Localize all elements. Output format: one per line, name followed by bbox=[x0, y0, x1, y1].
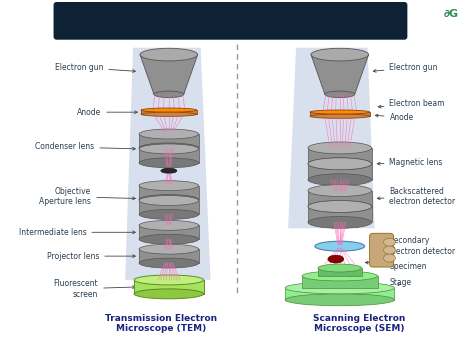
Text: Stage: Stage bbox=[390, 279, 411, 287]
Text: Electron beam: Electron beam bbox=[378, 99, 445, 108]
Polygon shape bbox=[141, 110, 197, 114]
Ellipse shape bbox=[315, 241, 365, 251]
Polygon shape bbox=[125, 48, 210, 280]
Ellipse shape bbox=[139, 143, 199, 153]
Ellipse shape bbox=[308, 158, 372, 170]
Text: Scanning Electron
Microscope (SEM): Scanning Electron Microscope (SEM) bbox=[313, 314, 406, 333]
Ellipse shape bbox=[328, 255, 344, 263]
Ellipse shape bbox=[311, 48, 369, 61]
Text: Magnetic lens: Magnetic lens bbox=[377, 158, 443, 167]
Ellipse shape bbox=[308, 185, 372, 197]
Ellipse shape bbox=[139, 181, 199, 191]
Polygon shape bbox=[139, 134, 199, 148]
Text: Anode: Anode bbox=[375, 113, 414, 122]
Polygon shape bbox=[302, 276, 378, 288]
Polygon shape bbox=[308, 191, 372, 207]
Ellipse shape bbox=[139, 220, 199, 230]
Polygon shape bbox=[288, 48, 374, 228]
Ellipse shape bbox=[383, 238, 395, 246]
Ellipse shape bbox=[285, 282, 394, 294]
Ellipse shape bbox=[154, 91, 184, 98]
Ellipse shape bbox=[141, 108, 197, 112]
Ellipse shape bbox=[139, 196, 199, 206]
Ellipse shape bbox=[139, 144, 199, 154]
Ellipse shape bbox=[308, 158, 372, 170]
Ellipse shape bbox=[134, 275, 204, 285]
Polygon shape bbox=[308, 148, 372, 164]
Text: Backscattered
electron detector: Backscattered electron detector bbox=[377, 187, 456, 206]
Polygon shape bbox=[285, 288, 394, 300]
Ellipse shape bbox=[285, 294, 394, 306]
Ellipse shape bbox=[161, 168, 177, 173]
Text: Electron gun: Electron gun bbox=[374, 63, 438, 72]
Ellipse shape bbox=[308, 174, 372, 186]
FancyBboxPatch shape bbox=[54, 2, 407, 40]
Ellipse shape bbox=[139, 195, 199, 204]
Ellipse shape bbox=[139, 129, 199, 139]
Ellipse shape bbox=[141, 112, 197, 116]
Text: Transmission Electron
Microscope (TEM): Transmission Electron Microscope (TEM) bbox=[105, 314, 217, 333]
Polygon shape bbox=[134, 280, 204, 294]
Text: Anode: Anode bbox=[77, 108, 137, 117]
Ellipse shape bbox=[383, 254, 395, 262]
FancyBboxPatch shape bbox=[370, 233, 393, 267]
Polygon shape bbox=[139, 200, 199, 214]
Polygon shape bbox=[308, 164, 372, 180]
Ellipse shape bbox=[140, 48, 198, 61]
Ellipse shape bbox=[383, 246, 395, 254]
Polygon shape bbox=[139, 225, 199, 239]
Polygon shape bbox=[308, 207, 372, 222]
Polygon shape bbox=[311, 55, 369, 94]
Text: ∂G: ∂G bbox=[444, 9, 459, 19]
Polygon shape bbox=[310, 112, 370, 116]
Text: Intermediate lens: Intermediate lens bbox=[18, 228, 135, 237]
Ellipse shape bbox=[139, 258, 199, 268]
Text: Projector lens: Projector lens bbox=[47, 251, 135, 261]
Ellipse shape bbox=[310, 114, 370, 118]
Polygon shape bbox=[139, 186, 199, 199]
Ellipse shape bbox=[308, 200, 372, 213]
Ellipse shape bbox=[318, 264, 362, 272]
Polygon shape bbox=[139, 149, 199, 163]
Ellipse shape bbox=[302, 271, 378, 281]
Ellipse shape bbox=[139, 234, 199, 244]
Polygon shape bbox=[139, 249, 199, 263]
Ellipse shape bbox=[139, 244, 199, 254]
Text: Condenser lens: Condenser lens bbox=[35, 142, 135, 151]
Text: Fluorescent
screen: Fluorescent screen bbox=[54, 279, 135, 298]
Text: Diagram of Electron Microscope: Diagram of Electron Microscope bbox=[110, 15, 350, 28]
Ellipse shape bbox=[139, 210, 199, 219]
Text: Electron gun: Electron gun bbox=[55, 63, 136, 72]
Ellipse shape bbox=[308, 200, 372, 213]
Polygon shape bbox=[140, 55, 198, 94]
Text: Specimen: Specimen bbox=[365, 261, 427, 270]
Ellipse shape bbox=[134, 289, 204, 299]
Ellipse shape bbox=[139, 158, 199, 168]
Ellipse shape bbox=[308, 216, 372, 228]
Ellipse shape bbox=[325, 91, 355, 98]
Text: Secondary
electron detector: Secondary electron detector bbox=[377, 237, 456, 256]
Polygon shape bbox=[318, 268, 362, 276]
Ellipse shape bbox=[308, 142, 372, 154]
Text: Objective
Aperture lens: Objective Aperture lens bbox=[39, 187, 135, 206]
Ellipse shape bbox=[310, 110, 370, 114]
